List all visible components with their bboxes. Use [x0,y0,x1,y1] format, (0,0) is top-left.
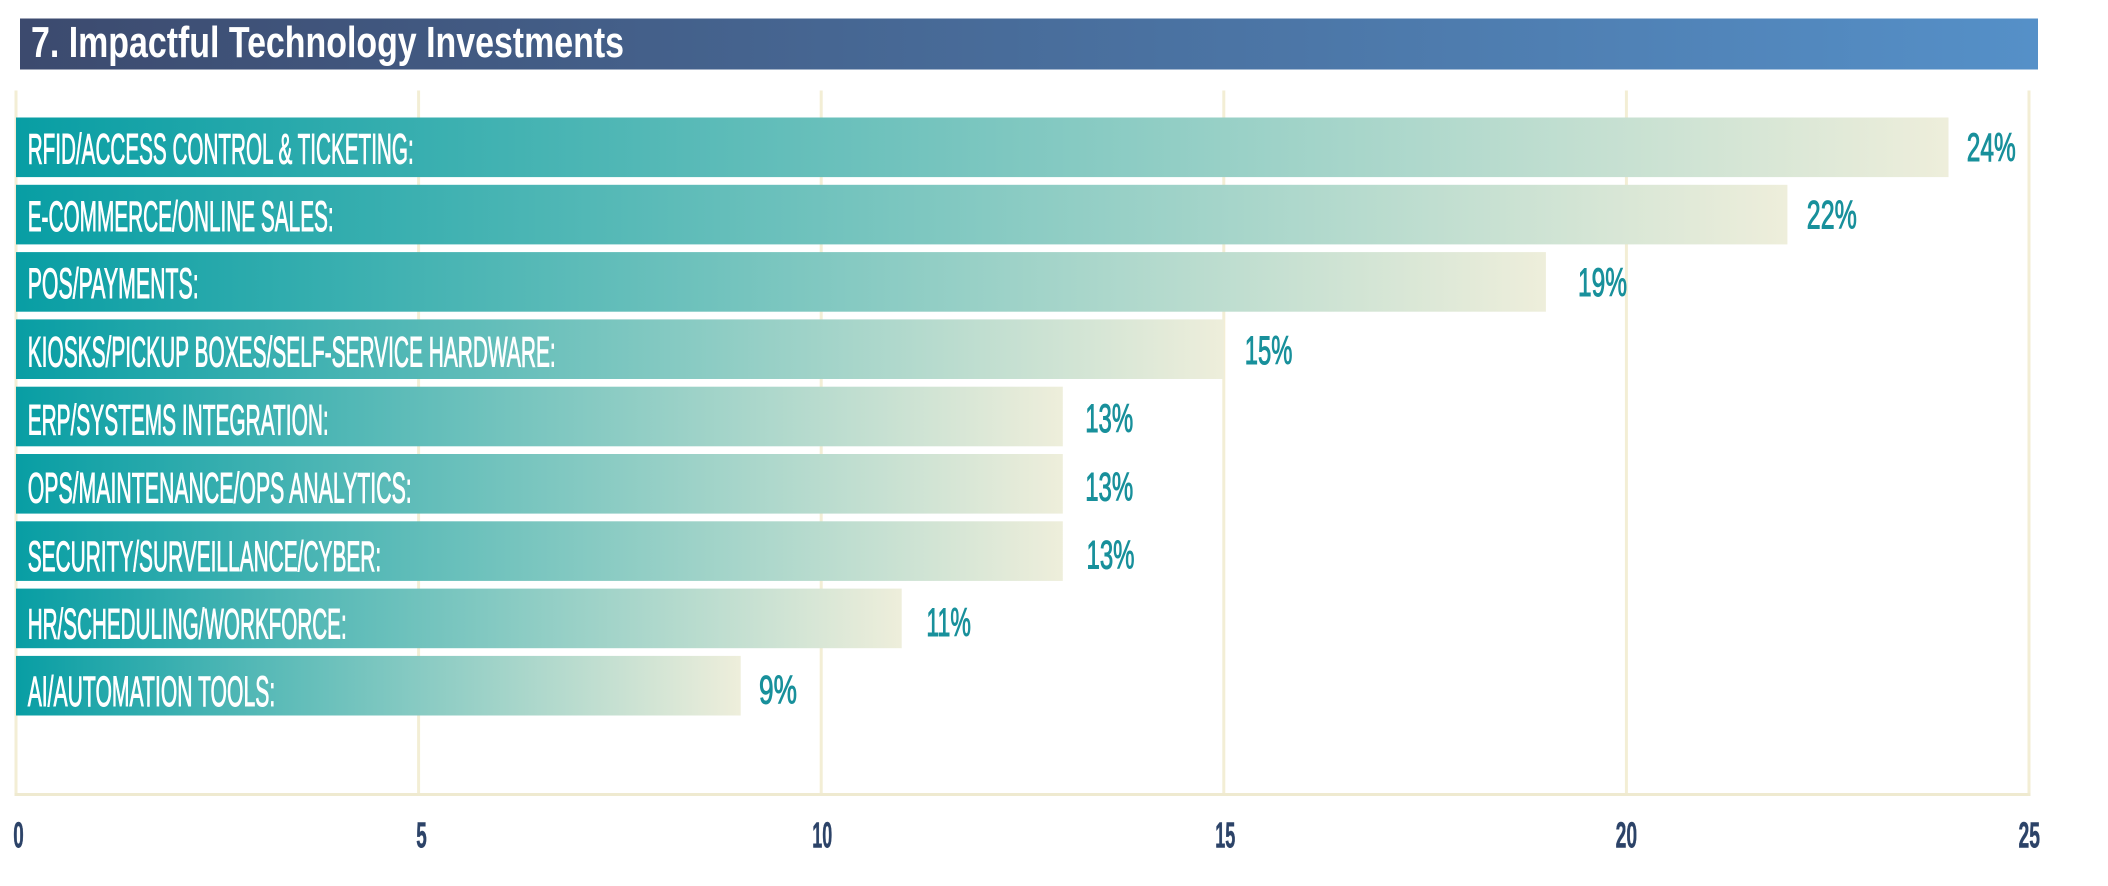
svg-text:10: 10 [812,815,832,856]
svg-text:OPS/MAINTENANCE/OPS ANALYTICS:: OPS/MAINTENANCE/OPS ANALYTICS: [28,465,412,513]
svg-text:KIOSKS/PICKUP BOXES/SELF-SERVI: KIOSKS/PICKUP BOXES/SELF-SERVICE HARDWAR… [28,328,556,376]
svg-text:25: 25 [2018,815,2040,856]
svg-text:19%: 19% [1578,261,1627,305]
svg-text:0: 0 [13,815,24,856]
svg-text:13%: 13% [1085,397,1133,441]
svg-text:AI/AUTOMATION TOOLS:: AI/AUTOMATION TOOLS: [28,668,276,716]
svg-text:ERP/SYSTEMS INTEGRATION:: ERP/SYSTEMS INTEGRATION: [28,396,329,444]
svg-text:22%: 22% [1807,194,1857,238]
svg-text:POS/PAYMENTS:: POS/PAYMENTS: [28,260,199,308]
svg-text:5: 5 [416,815,427,856]
svg-text:13%: 13% [1085,465,1133,509]
svg-text:15: 15 [1215,815,1235,856]
svg-text:7. Impactful Technology Invest: 7. Impactful Technology Investments [31,18,624,67]
svg-text:24%: 24% [1967,126,2016,170]
svg-text:11%: 11% [926,601,971,645]
svg-text:E-COMMERCE/ONLINE SALES:: E-COMMERCE/ONLINE SALES: [28,193,334,241]
svg-text:13%: 13% [1087,533,1135,577]
svg-text:RFID/ACCESS CONTROL & TICKETIN: RFID/ACCESS CONTROL & TICKETING: [28,126,414,174]
svg-text:9%: 9% [759,668,797,712]
svg-text:20: 20 [1616,815,1638,856]
svg-text:HR/SCHEDULING/WORKFORCE:: HR/SCHEDULING/WORKFORCE: [28,600,347,648]
svg-text:15%: 15% [1245,329,1293,373]
svg-text:SECURITY/SURVEILLANCE/CYBER:: SECURITY/SURVEILLANCE/CYBER: [28,533,382,581]
